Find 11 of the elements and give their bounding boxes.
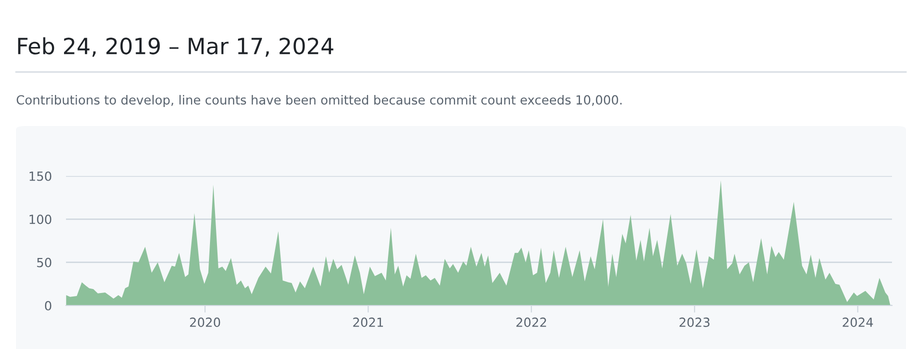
- x-tick-label: 2024: [842, 318, 873, 327]
- x-tick-label: 2023: [680, 318, 710, 327]
- x-tick-label: 2020: [190, 318, 220, 327]
- x-tick-label: 2021: [353, 318, 383, 327]
- y-tick-label: 100: [30, 214, 52, 224]
- x-tick-label: 2022: [516, 318, 546, 327]
- y-tick-label: 0: [44, 300, 52, 310]
- y-tick-label: 50: [37, 258, 52, 268]
- chart-title: Feb 24, 2019 – Mar 17, 2024: [18, 37, 334, 57]
- y-tick-label: 150: [30, 171, 52, 181]
- chart-subtitle: Contributions to develop, line counts have been omitted because commit count exceeds 10,000.: [16, 94, 622, 108]
